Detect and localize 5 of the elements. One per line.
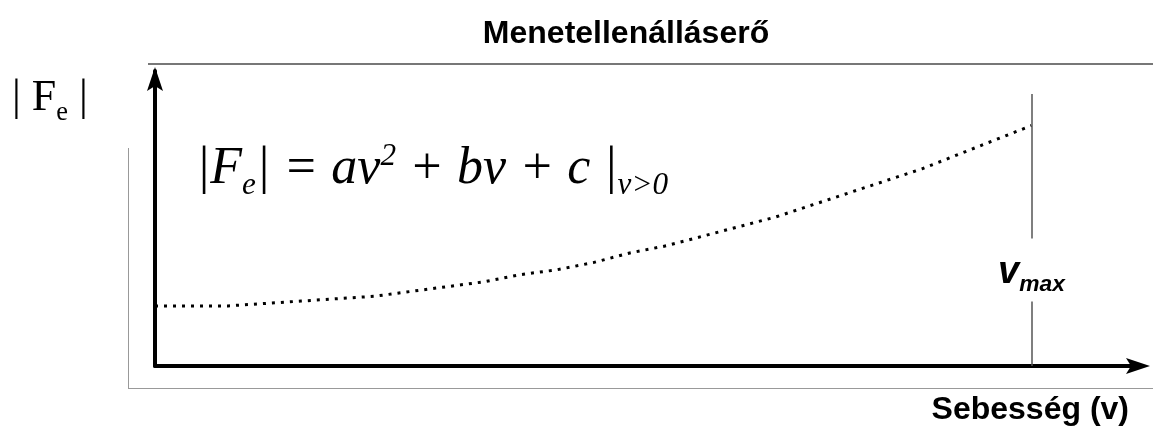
chart-title: Menetellenálláserő bbox=[482, 14, 770, 51]
x-axis-title: Sebesség (v) bbox=[931, 390, 1129, 427]
annotation: v$_{max}$ bbox=[996, 238, 1067, 302]
annotation: |F$_{e}$| = av$^{2}$ + bv + c |$_{v>0}$ bbox=[196, 136, 669, 202]
y-axis-title: | F$_{e}$ | bbox=[12, 70, 88, 126]
